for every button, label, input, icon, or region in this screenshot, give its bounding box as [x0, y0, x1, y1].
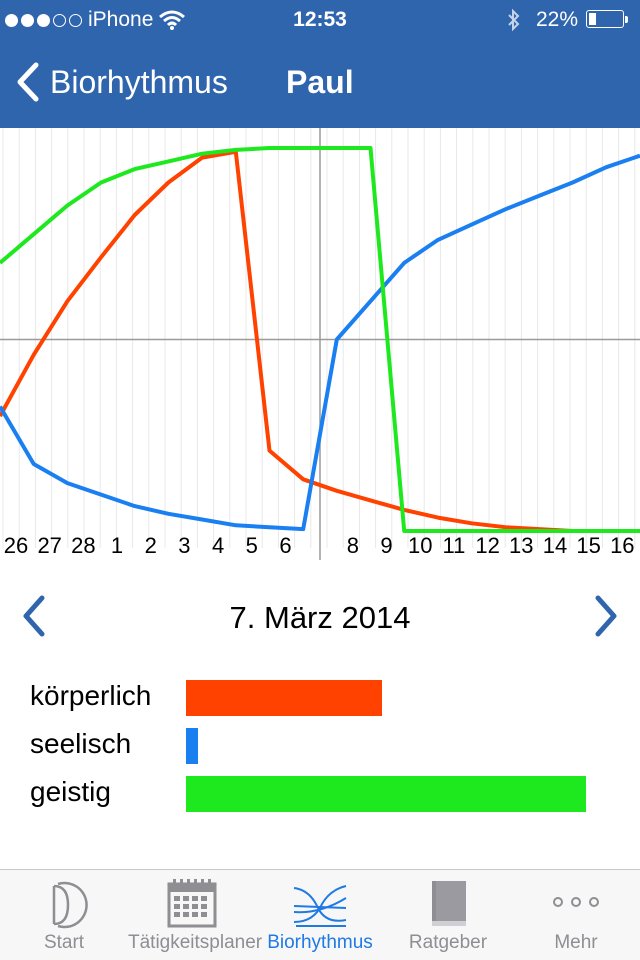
- x-tick-label: 10: [408, 533, 432, 558]
- tab-guide[interactable]: Ratgeber: [384, 870, 512, 960]
- x-tick-label: 1: [111, 533, 123, 558]
- value-row-intellectual: geistig: [0, 772, 640, 812]
- x-tick-label: 5: [246, 533, 258, 558]
- x-tick-label: 4: [212, 533, 224, 558]
- wifi-icon: [159, 10, 186, 30]
- tab-planner[interactable]: Tätigkeitsplaner: [128, 870, 263, 960]
- x-tick-label: 13: [509, 533, 533, 558]
- x-tick-label: 11: [442, 533, 465, 558]
- back-button-label: Biorhythmus: [50, 63, 228, 100]
- series-line-2: [0, 146, 640, 533]
- tab-label: Start: [43, 932, 85, 953]
- x-tick-label: 28: [71, 533, 95, 558]
- tab-biorhythm[interactable]: Biorhythmus: [256, 870, 384, 960]
- x-tick-label: 6: [279, 533, 291, 558]
- next-day-button[interactable]: [592, 594, 622, 638]
- series-line-0: [0, 149, 640, 533]
- value-bar: [186, 728, 198, 764]
- battery-percent: 22%: [535, 8, 578, 31]
- signal-strength-icon: [2, 13, 82, 27]
- x-tick-label: 3: [178, 533, 190, 558]
- value-label: körperlich: [30, 680, 152, 711]
- x-tick-label: 12: [475, 533, 499, 558]
- moon-icon: [552, 52, 608, 117]
- moon-icon: [52, 881, 88, 929]
- value-label: geistig: [30, 776, 111, 807]
- tab-label: Biorhythmus: [267, 932, 373, 953]
- biorhythm-chart-svg: 26 27 28 1 2 3 4 5 6 8 9 10 11 12 13 14 15 16: [0, 128, 640, 560]
- x-tick-label: 27: [37, 533, 61, 558]
- value-row-physical: körperlich: [0, 676, 640, 716]
- carrier-label: iPhone: [88, 8, 154, 31]
- x-tick-label: 15: [576, 533, 600, 558]
- biorhythm-icon: [293, 885, 347, 927]
- value-bar: [186, 776, 586, 812]
- tab-label: Ratgeber: [408, 932, 488, 953]
- calendar-icon: [167, 879, 217, 928]
- biorhythm-chart[interactable]: 26 27 28 1 2 3 4 5 6 8 9 10 11 12 13 14 15 16: [0, 128, 640, 560]
- date-navigator: 7. März 2014: [0, 586, 640, 650]
- value-bar: [186, 680, 382, 716]
- chevron-left-icon: [17, 62, 39, 102]
- tab-start[interactable]: Start: [0, 870, 128, 960]
- tab-bar: Start Tätigkeitsplaner: [0, 869, 640, 960]
- x-tick-label: 9: [380, 533, 392, 558]
- x-tick-label: 2: [145, 533, 157, 558]
- battery-icon: [586, 10, 630, 30]
- status-time: 12:53: [293, 8, 347, 31]
- tab-label: Mehr: [554, 932, 598, 953]
- book-icon: [432, 881, 466, 926]
- value-label: seelisch: [30, 728, 132, 759]
- status-bar: iPhone 12:53 22%: [0, 0, 640, 40]
- x-tick-label: 16: [610, 533, 634, 558]
- x-tick-label: 14: [543, 533, 567, 558]
- value-row-emotional: seelisch: [0, 724, 640, 764]
- tab-more[interactable]: Mehr: [512, 870, 640, 960]
- bluetooth-icon: [508, 8, 520, 32]
- x-tick-label: 26: [4, 533, 28, 558]
- page-title: Paul: [286, 64, 354, 100]
- current-date: 7. März 2014: [229, 600, 411, 635]
- back-button[interactable]: Biorhythmus: [14, 62, 228, 102]
- tab-label: Tätigkeitsplaner: [128, 932, 263, 953]
- series-line-1: [0, 153, 640, 532]
- x-tick-label: 8: [347, 533, 359, 558]
- more-icon: [553, 897, 599, 907]
- previous-day-button[interactable]: [18, 594, 48, 638]
- navigation-bar: iPhone 12:53 22% Bior: [0, 0, 640, 128]
